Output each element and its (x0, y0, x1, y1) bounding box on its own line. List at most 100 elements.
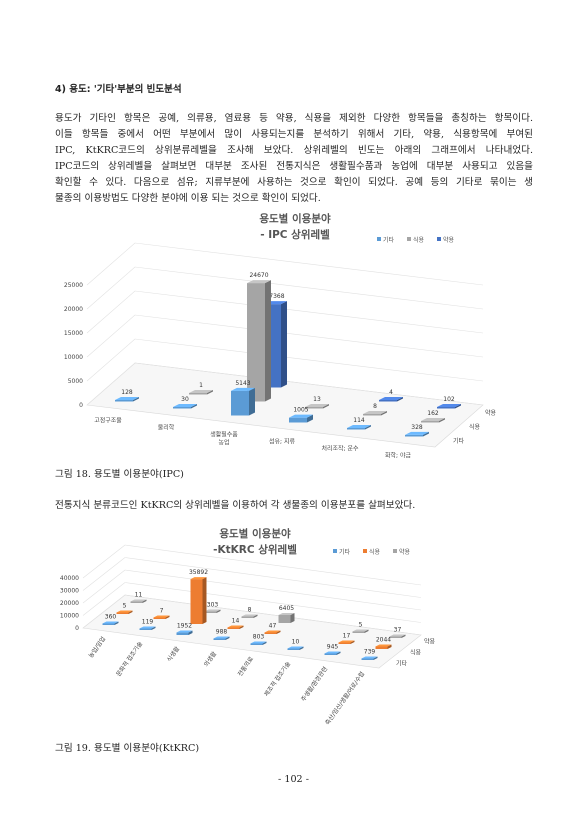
category-label: 제조적 접조기술 (262, 660, 292, 698)
bar-side (439, 418, 445, 423)
bar-side (299, 646, 304, 650)
bar-face (139, 628, 152, 630)
bar-side (165, 615, 170, 619)
data-label: 6405 (279, 605, 294, 612)
gridline (134, 314, 484, 358)
category-label: 처리조작; 운수 (321, 445, 359, 453)
bar-top (189, 390, 213, 393)
bar-face (363, 414, 381, 416)
bar-face (389, 636, 402, 638)
section-heading: 4) 용도: '기타'부분의 빈도분석 (55, 84, 182, 95)
bar-face (278, 614, 291, 623)
bar-side (207, 390, 213, 395)
bar-약용-5 (437, 404, 461, 409)
paragraph-line: 물종의 이용방법도 다양한 분야에 이용 되는 것으로 확인이 되었다. (55, 192, 321, 204)
gridline (82, 557, 126, 591)
bar-top (324, 651, 341, 654)
data-label: 7 (160, 608, 164, 615)
bar-top (287, 646, 304, 649)
figure-caption-18: 그림 18. 용도별 이용분야(IPC) (55, 469, 184, 480)
bar-약용-3 (241, 614, 258, 618)
legend-label: 약용 (443, 236, 455, 244)
gridline (86, 242, 136, 286)
bar-side (423, 431, 429, 437)
legend-label: 기타 (339, 548, 351, 556)
bar-face (247, 283, 265, 402)
data-label: 1 (199, 382, 203, 389)
data-label: 4 (389, 389, 393, 396)
y-tick-label: 40000 (60, 575, 79, 582)
bar-top (102, 621, 119, 624)
bar-side (253, 614, 258, 618)
bar-top (190, 577, 207, 580)
bar-기타-1 (139, 626, 156, 630)
paragraph-line: 이들 항목들 중에서 어떤 부분에서 많이 사용되는지를 분석하기 위해서 기타… (55, 128, 533, 140)
chart-title: 용도별 이용분야 (219, 527, 291, 540)
bar-face (189, 393, 207, 395)
bar-top (227, 625, 244, 628)
bar-식용-3 (305, 404, 329, 409)
category-label: 축산/임산/생활/어로/수렵 (323, 670, 366, 726)
gridline (124, 544, 422, 586)
y-tick-label: 30000 (60, 588, 79, 595)
data-label: 5 (123, 603, 127, 610)
bar-top (347, 425, 371, 428)
bar-top (247, 280, 271, 284)
gridline (86, 362, 136, 406)
bar-face (421, 421, 439, 423)
bar-식용-4 (264, 630, 281, 634)
legend-swatch (437, 237, 441, 241)
bar-기타-0 (102, 621, 119, 625)
bar-기타-4 (347, 425, 371, 430)
data-label: 114 (353, 417, 365, 424)
bar-face (190, 579, 203, 624)
legend-swatch (377, 237, 381, 241)
depth-label: 식용 (410, 649, 422, 657)
bar-약용-4 (379, 397, 403, 402)
legend-label: 기타 (383, 236, 395, 244)
gridline (82, 582, 126, 616)
data-label: 35892 (189, 569, 208, 576)
data-label: 162 (427, 410, 439, 417)
bar-top (437, 404, 461, 407)
data-label: 1005 (293, 407, 308, 414)
data-label: 24670 (249, 272, 268, 279)
category-label: 의생활 (202, 650, 218, 669)
bar-side (188, 630, 193, 635)
bar-face (437, 407, 455, 409)
legend-swatch (393, 549, 397, 553)
bar-side (307, 414, 313, 423)
depth-label: 약용 (485, 409, 497, 417)
bar-top (173, 404, 197, 407)
chart-title: 용도별 이용분야 (259, 212, 331, 225)
legend-label: 식용 (413, 236, 425, 244)
bar-식용-2 (247, 280, 271, 402)
data-label: 360 (105, 614, 117, 621)
bar-side (336, 651, 341, 655)
bar-face (352, 631, 365, 633)
bar-side (387, 644, 392, 649)
bar-face (379, 400, 397, 402)
bar-face (153, 617, 166, 619)
bar-face (289, 417, 307, 423)
gridline (134, 266, 484, 310)
paragraph-line: IPC, KtKRC코드의 상위분류레벨을 조사해 보았다. 상위레벨의 빈도는… (55, 144, 533, 156)
bar-top (405, 431, 429, 435)
bar-top (289, 414, 313, 418)
bar-side (401, 634, 406, 638)
category-label: 생활필수품 (210, 431, 238, 439)
bar-식용-0 (116, 610, 133, 614)
data-label: 5 (359, 622, 363, 629)
body-paragraph: 용도가 기타인 항목은 공예, 의류용, 염료용 등 약용, 식용을 제외한 다… (55, 111, 533, 206)
bar-side (265, 280, 271, 402)
gridline (86, 314, 136, 358)
bar-face (213, 638, 226, 640)
data-label: 119 (142, 619, 154, 626)
y-tick-label: 20000 (64, 306, 83, 313)
legend-swatch (407, 237, 411, 241)
category-label: 문화적 접조기술 (114, 640, 144, 678)
bar-식용-1 (189, 390, 213, 395)
body-sentence: 전통지식 분류코드인 KtKRC의 상위레벨을 이용하여 각 생물종의 이용분포… (55, 500, 416, 511)
category-label: 화학; 야금 (385, 452, 411, 460)
data-label: 17368 (265, 293, 284, 300)
